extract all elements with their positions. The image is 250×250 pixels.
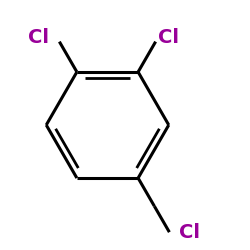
Text: Cl: Cl [158,28,179,48]
Text: Cl: Cl [28,28,50,48]
Text: Cl: Cl [180,223,201,242]
